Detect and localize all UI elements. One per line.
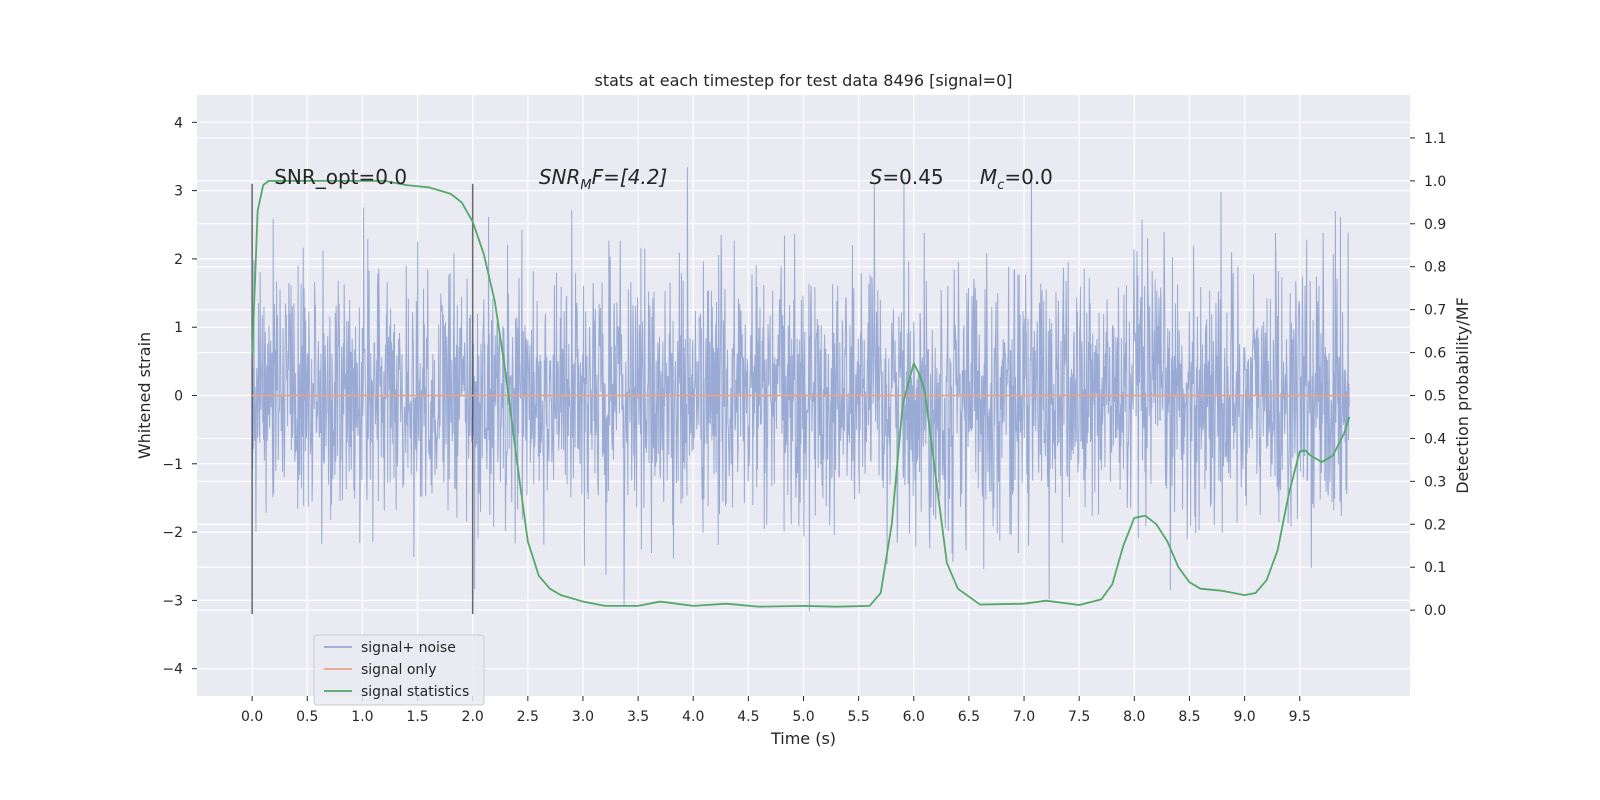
x-tick-label: 6.0 [903, 709, 925, 725]
y-tick-label-right: 0.0 [1424, 603, 1446, 619]
annotation-snr-mf: SNRMF=[4.2] [539, 165, 667, 193]
x-tick-label: 5.5 [848, 709, 870, 725]
x-tick-label: 9.5 [1289, 709, 1311, 725]
y-tick-label-right: 0.8 [1424, 260, 1446, 276]
annotation-s: S=0.45 [870, 165, 944, 189]
legend: signal+ noise signal only signal statist… [313, 634, 485, 706]
y-axis-right-label: Detection probability/MF [1453, 297, 1472, 494]
y-tick-label-left: 4 [174, 115, 183, 131]
x-tick-label: 7.0 [1013, 709, 1035, 725]
legend-label-signal-noise: signal+ noise [361, 640, 456, 656]
annotation-snr-mf-sub: M [580, 178, 591, 193]
x-tick-label: 1.0 [351, 709, 373, 725]
x-tick-label: 3.0 [572, 709, 594, 725]
x-tick-label: 8.5 [1178, 709, 1200, 725]
annotation-snr-opt: SNR_opt=0.0 [274, 165, 407, 189]
x-tick-label: 2.5 [517, 709, 539, 725]
y-tick-label-right: 0.7 [1424, 303, 1446, 319]
y-tick-label-right: 0.1 [1424, 560, 1446, 576]
x-tick-label: 8.0 [1123, 709, 1145, 725]
series-signal-statistics [251, 179, 1351, 608]
annotation-mc-rest: =0.0 [1004, 165, 1053, 189]
y-tick-label-left: 3 [174, 184, 183, 200]
x-tick-label: 0.0 [241, 709, 263, 725]
y-tick-label-right: 0.5 [1424, 389, 1446, 405]
line-signal-noise [251, 167, 1350, 612]
y-tick-label-left: −2 [162, 525, 183, 541]
annotation-snr-mf-rest: F=[4.2] [592, 165, 668, 189]
y-tick-label-right: 0.6 [1424, 346, 1446, 362]
vertical-markers [251, 183, 474, 615]
y-tick-label-right: 1.0 [1424, 174, 1446, 190]
y-tick-label-left: −4 [162, 662, 183, 678]
y-tick-label-right: 0.3 [1424, 474, 1446, 490]
annotation-mc-sub: c [997, 178, 1004, 193]
x-tick-label: 2.0 [462, 709, 484, 725]
chart-title: stats at each timestep for test data 849… [594, 71, 1012, 90]
x-tick-label: 9.0 [1233, 709, 1255, 725]
y-tick-label-right: 0.9 [1424, 217, 1446, 233]
line-signal-statistics [251, 179, 1351, 608]
y-tick-label-right: 0.4 [1424, 431, 1446, 447]
x-axis-ticks: 0.0 0.5 1.0 1.5 2.0 2.5 3.0 3.5 4.0 4.5 5.0 5.5 6.0 6… [241, 696, 1311, 725]
x-tick-label: 4.5 [737, 709, 759, 725]
annotation-snr-mf-main: SNR [539, 165, 581, 189]
y-tick-label-left: 2 [174, 252, 183, 268]
y-tick-label-left: 1 [174, 320, 183, 336]
x-tick-label: 4.0 [682, 709, 704, 725]
x-axis-label: Time (s) [770, 729, 836, 748]
x-tick-label: 1.5 [406, 709, 428, 725]
y-tick-label-right: 0.2 [1424, 517, 1446, 533]
y-axis-left-ticks: 4 3 2 1 0 −1 −2 −3 −4 [162, 115, 197, 678]
x-tick-label: 6.5 [958, 709, 980, 725]
annotation-s-rest: =0.45 [882, 165, 943, 189]
y-tick-label-right: 1.1 [1424, 131, 1446, 147]
y-axis-right-ticks: 1.1 1.0 0.9 0.8 0.7 0.6 0.5 0.4 0.3 0.2 0.1 0.0 [1410, 131, 1446, 619]
x-tick-label: 5.0 [792, 709, 814, 725]
legend-label-signal-statistics: signal statistics [361, 684, 469, 700]
legend-label-signal-only: signal only [361, 662, 436, 678]
x-tick-label: 0.5 [296, 709, 318, 725]
legend-box [313, 634, 485, 706]
annotation-s-main: S [870, 165, 883, 189]
series-signal-noise [251, 167, 1350, 612]
y-tick-label-left: −3 [162, 593, 183, 609]
y-tick-label-left: −1 [162, 457, 183, 473]
annotation-mc-main: M [980, 165, 997, 189]
y-axis-left-label: Whitened strain [135, 332, 154, 459]
annotation-mc: Mc=0.0 [980, 165, 1053, 193]
x-tick-label: 3.5 [627, 709, 649, 725]
y-tick-label-left: 0 [174, 389, 183, 405]
x-tick-label: 7.5 [1068, 709, 1090, 725]
